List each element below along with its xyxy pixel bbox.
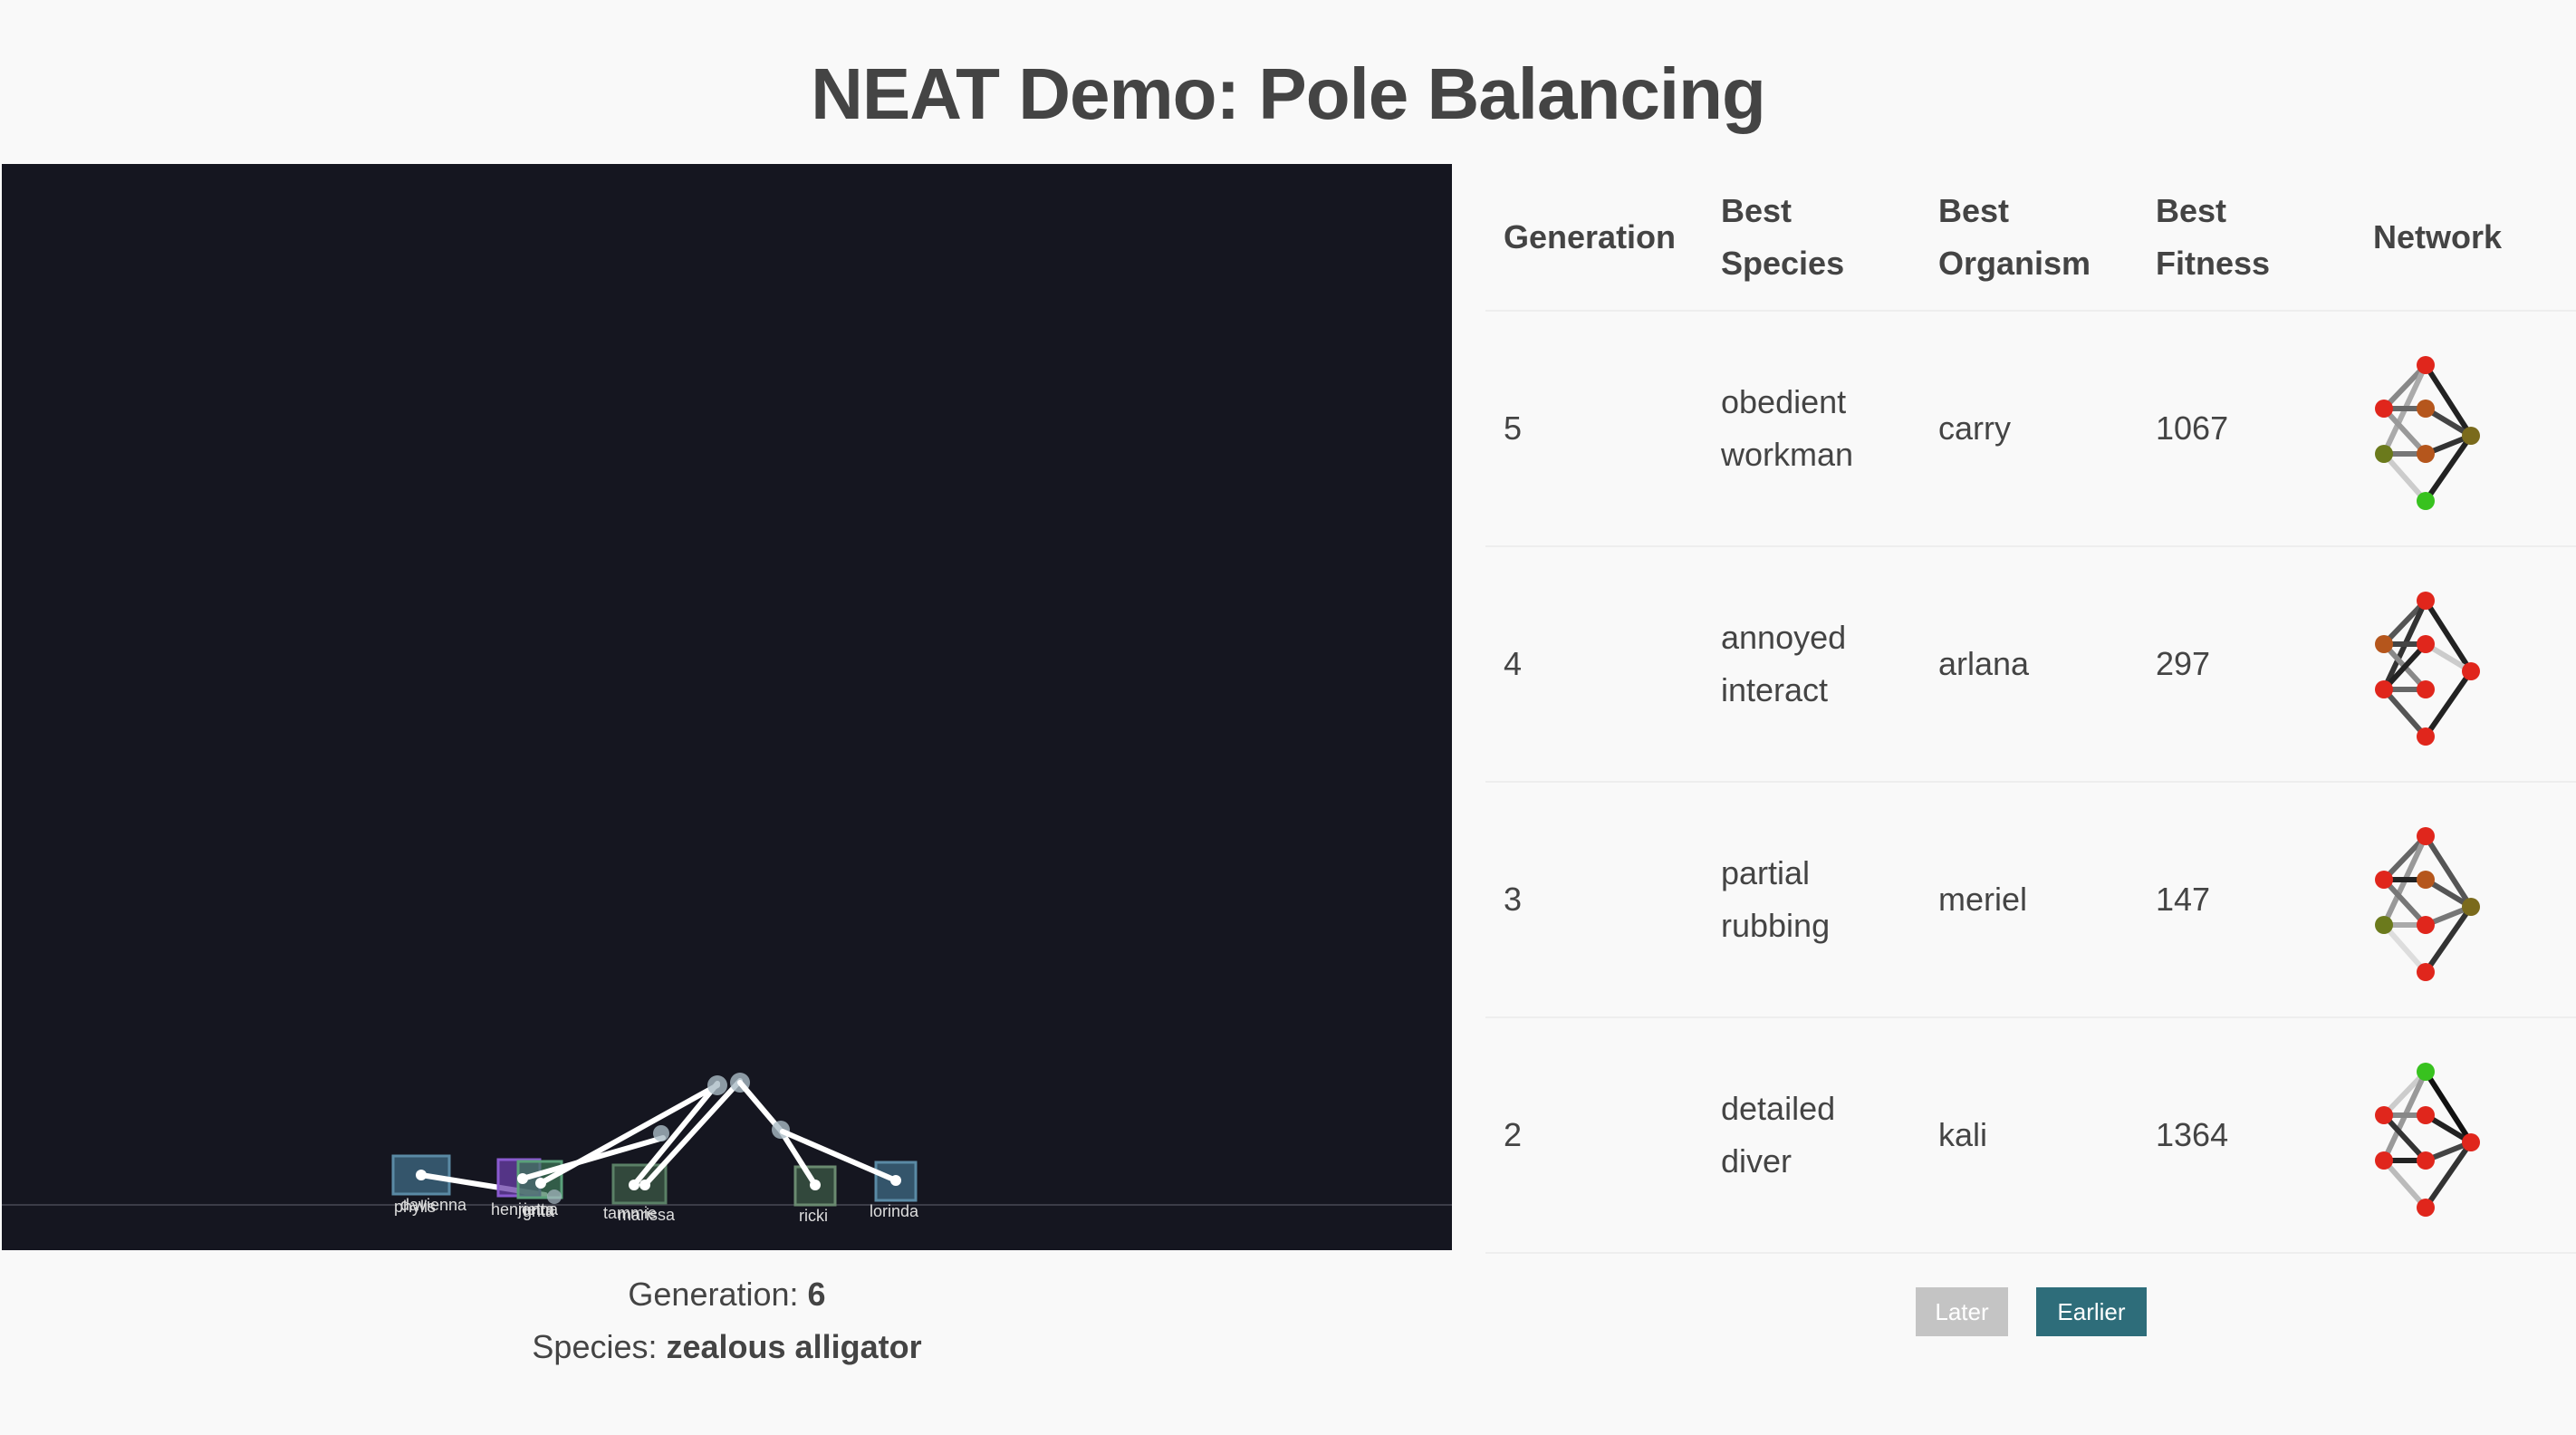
cell-organism: kali: [1920, 1017, 2138, 1254]
earlier-button[interactable]: Earlier: [2036, 1287, 2147, 1336]
simulation-canvas: phylis davienna henrietta jenna grita ta…: [2, 164, 1452, 1250]
later-button[interactable]: Later: [1916, 1287, 2008, 1336]
cell-network: [2355, 1017, 2576, 1254]
table-row[interactable]: 5 obedient workman carry 1067: [1485, 311, 2576, 547]
network-diagram[interactable]: [2373, 818, 2509, 981]
header-generation: Generation: [1485, 172, 1703, 312]
cart-label: jenna: [517, 1200, 559, 1218]
cart-label: lorinda: [870, 1202, 919, 1220]
cart-label: davienna: [400, 1196, 467, 1214]
table-row[interactable]: 4 annoyed interact arlana 297: [1485, 546, 2576, 783]
generation-history-table: Generation Best Species Best Organism Be…: [1485, 172, 2576, 1254]
network-diagram[interactable]: [2373, 1054, 2509, 1217]
cell-fitness: 1364: [2138, 1017, 2355, 1254]
cell-species: obedient workman: [1703, 311, 1920, 547]
table-header-row: Generation Best Species Best Organism Be…: [1485, 172, 2576, 312]
table-row[interactable]: 2 detailed diver kali 1364: [1485, 1017, 2576, 1254]
cell-species: detailed diver: [1703, 1017, 1920, 1254]
simulation-info: Generation: 6 Species: zealous alligator: [0, 1268, 1454, 1373]
current-generation: Generation: 6: [628, 1276, 826, 1313]
cell-organism: meriel: [1920, 782, 2138, 1018]
cart-label: marissa: [618, 1206, 676, 1224]
cell-species: annoyed interact: [1703, 546, 1920, 783]
cell-organism: carry: [1920, 311, 2138, 547]
header-best-species: Best Species: [1703, 172, 1920, 312]
cell-fitness: 147: [2138, 782, 2355, 1018]
cart: henrietta jenna grita: [491, 1083, 720, 1220]
cart: tammie marissa: [603, 1073, 750, 1224]
current-species: Species: zealous alligator: [532, 1328, 922, 1365]
cell-network: [2355, 782, 2576, 1018]
cell-fitness: 297: [2138, 546, 2355, 783]
cell-network: [2355, 546, 2576, 783]
current-generation-value: 6: [807, 1276, 826, 1313]
table-row[interactable]: 3 partial rubbing meriel 147: [1485, 782, 2576, 1018]
header-best-fitness: Best Fitness: [2138, 172, 2355, 312]
cart-label: phylis: [394, 1198, 436, 1216]
cart-label: henrietta: [491, 1200, 555, 1218]
pole-balancing-scene: phylis davienna henrietta jenna grita ta…: [2, 1073, 1452, 1225]
cart: ricki: [737, 1080, 837, 1225]
cell-fitness: 1067: [2138, 311, 2355, 547]
cell-generation: 3: [1485, 782, 1703, 1018]
cell-generation: 2: [1485, 1017, 1703, 1254]
network-diagram[interactable]: [2373, 583, 2509, 746]
cell-organism: arlana: [1920, 546, 2138, 783]
header-network: Network: [2355, 172, 2576, 312]
cart-label: ricki: [799, 1207, 828, 1225]
cell-species: partial rubbing: [1703, 782, 1920, 1018]
current-species-value: zealous alligator: [666, 1328, 922, 1365]
header-best-organism: Best Organism: [1920, 172, 2138, 312]
cart-label: tammie: [603, 1204, 657, 1222]
cell-generation: 4: [1485, 546, 1703, 783]
network-diagram[interactable]: [2373, 347, 2509, 510]
page-title: NEAT Demo: Pole Balancing: [811, 53, 1766, 134]
cell-network: [2355, 311, 2576, 547]
cell-generation: 5: [1485, 311, 1703, 547]
cart-label: grita: [523, 1202, 555, 1220]
cart: lorinda: [780, 1129, 919, 1220]
